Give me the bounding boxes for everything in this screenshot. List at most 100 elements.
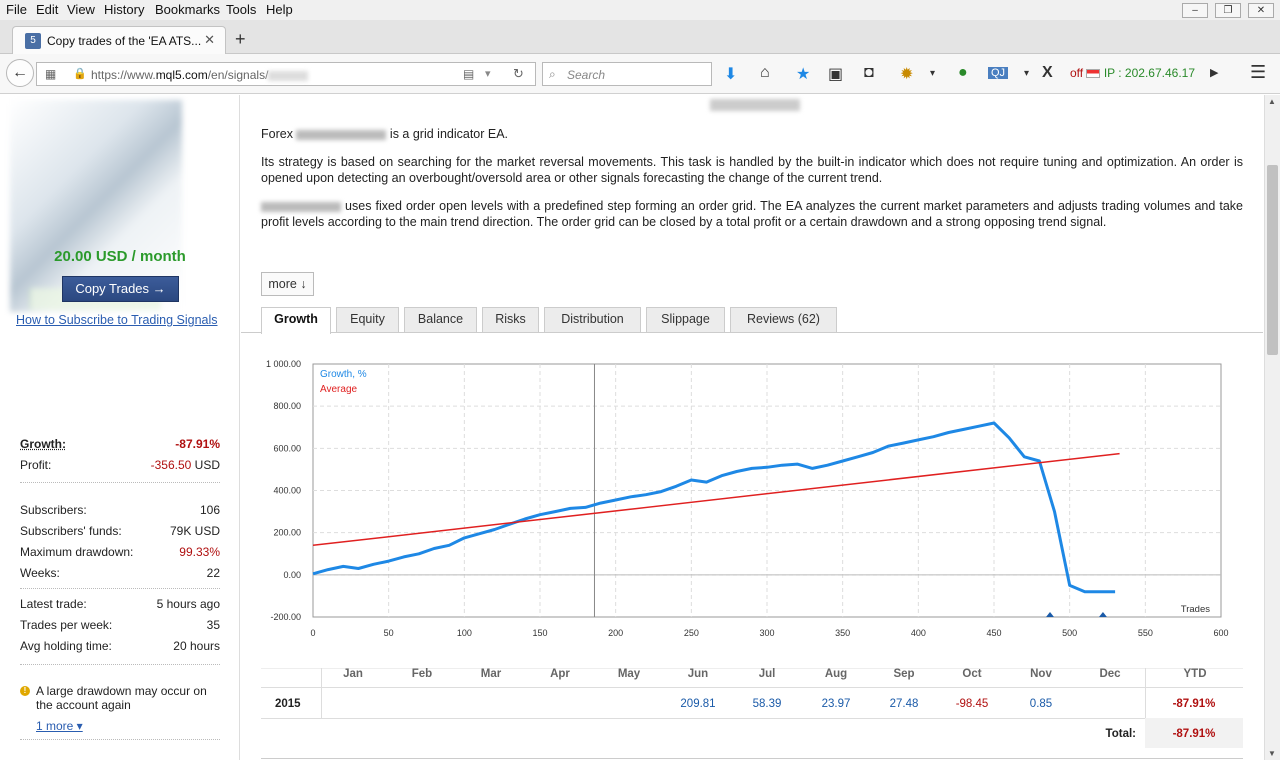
description-paragraph-2: Its strategy is based on searching for t… xyxy=(261,155,1243,185)
close-tab-icon[interactable]: ✕ xyxy=(204,32,215,47)
menu-edit[interactable]: Edit xyxy=(36,2,59,17)
latest-trade-label: Latest trade: xyxy=(20,597,87,611)
subscription-price: 20.00 USD / month xyxy=(54,248,186,265)
profit-label: Profit: xyxy=(20,458,52,472)
menu-help[interactable]: Help xyxy=(266,2,293,17)
search-input[interactable]: ⌕ Search xyxy=(542,62,712,86)
copy-trades-button[interactable]: Copy Trades → xyxy=(62,276,179,302)
addon-qj-dropdown-icon[interactable]: ▾ xyxy=(1024,68,1030,79)
tab-slippage[interactable]: Slippage xyxy=(646,307,725,332)
home-icon[interactable]: ⌂ xyxy=(760,64,770,81)
x-tick-label: 500 xyxy=(1062,628,1077,638)
addon-gear-icon[interactable]: ✹ xyxy=(900,66,914,83)
menu-tools[interactable]: Tools xyxy=(226,2,257,17)
search-icon: ⌕ xyxy=(549,67,556,81)
tab-growth[interactable]: Growth xyxy=(261,307,331,334)
month-header: Oct xyxy=(962,668,982,680)
more-warnings-link[interactable]: 1 more ▾ xyxy=(36,719,83,733)
x-tick-label: 50 xyxy=(384,628,394,638)
x-axis-label: Trades xyxy=(1181,604,1210,615)
addon-dropdown-icon[interactable]: ▾ xyxy=(930,68,936,79)
search-placeholder: Search xyxy=(567,68,606,82)
scroll-down-icon[interactable]: ▼ xyxy=(1268,749,1276,758)
bookmark-star-icon[interactable]: ★ xyxy=(796,66,811,83)
month-header: Aug xyxy=(824,668,848,680)
ea-name-redacted xyxy=(296,129,387,140)
description-paragraph-3: uses fixed order open levels with a pred… xyxy=(261,198,1243,230)
how-to-subscribe-link[interactable]: How to Subscribe to Trading Signals xyxy=(16,313,218,327)
growth-value: -87.91% xyxy=(175,437,220,451)
history-grid-icon[interactable]: ▦ xyxy=(45,67,57,81)
drawdown-warning: A large drawdown may occur on the accoun… xyxy=(36,684,207,712)
total-label: Total: xyxy=(1105,728,1136,740)
pocket-icon[interactable]: ◘ xyxy=(864,64,874,81)
youtube-addon-icon[interactable]: ▶ xyxy=(1210,67,1219,79)
url-text[interactable]: https://www.mql5.com/en/signals/ xyxy=(91,68,309,82)
growth-chart[interactable]: 0 50 100 150 200 250 300 350 400 450 500 550 600 1 00… xyxy=(258,356,1238,640)
lock-icon[interactable]: 🔒 xyxy=(73,68,87,80)
reading-list-icon[interactable]: ▣ xyxy=(828,66,844,83)
ea-name-redacted xyxy=(261,201,341,212)
month-header: Dec xyxy=(1099,668,1121,680)
tab-risks[interactable]: Risks xyxy=(482,307,539,332)
tab-balance[interactable]: Balance xyxy=(404,307,477,332)
tab-equity[interactable]: Equity xyxy=(336,307,399,332)
browser-tab[interactable]: 5 Copy trades of the 'EA ATS... ✕ xyxy=(12,26,226,54)
reload-icon[interactable]: ↻ xyxy=(513,66,524,81)
back-icon[interactable]: ← xyxy=(6,59,34,87)
weeks-value: 22 xyxy=(206,566,220,580)
deal-marker xyxy=(1045,612,1054,617)
divider xyxy=(20,482,220,483)
more-button[interactable]: more ↓ xyxy=(261,272,314,296)
y-tick-label: 0.00 xyxy=(283,570,301,580)
drawdown-stat: Maximum drawdown: 99.33% xyxy=(20,545,220,561)
addon-x-icon[interactable]: X xyxy=(1042,64,1053,81)
tab-distribution[interactable]: Distribution xyxy=(544,307,641,332)
chart-tabs xyxy=(241,306,1263,333)
url-domain: mql5.com xyxy=(155,68,208,82)
holding-time-stat: Avg holding time: 20 hours xyxy=(20,639,220,655)
menu-bookmarks[interactable]: Bookmarks xyxy=(155,2,221,17)
menu-view[interactable]: View xyxy=(67,2,95,17)
y-tick-label: -200.00 xyxy=(270,612,301,622)
y-tick-label: 600.00 xyxy=(273,443,301,453)
minimize-icon[interactable]: – xyxy=(1182,3,1208,18)
reader-view-icon[interactable]: ▤ xyxy=(463,67,475,81)
flag-icon xyxy=(1086,69,1101,79)
hamburger-menu-icon[interactable]: ☰ xyxy=(1250,62,1267,82)
funds-value: 79K USD xyxy=(169,524,220,538)
close-window-icon[interactable]: ✕ xyxy=(1248,3,1274,18)
profit-value: -356.50 xyxy=(150,458,192,472)
latest-trade-value: 5 hours ago xyxy=(156,597,220,611)
p1-prefix: Forex xyxy=(261,127,293,141)
menu-history[interactable]: History xyxy=(104,2,145,17)
month-header: Feb xyxy=(411,668,433,680)
addon-green-icon[interactable]: ● xyxy=(958,64,968,81)
ip-label: IP : 202.67.46.17 xyxy=(1103,66,1196,80)
ytd-header: YTD xyxy=(1183,668,1207,680)
tab-title: Copy trades of the 'EA ATS... xyxy=(47,34,202,48)
p1-suffix: is a grid indicator EA. xyxy=(389,127,509,141)
x-tick-label: 450 xyxy=(986,628,1001,638)
trades-per-week-value: 35 xyxy=(206,618,220,632)
description-paragraph-1: Forex is a grid indicator EA. xyxy=(261,126,1243,142)
menu-file[interactable]: File xyxy=(6,2,27,17)
growth-label[interactable]: Growth: xyxy=(20,437,66,451)
table-header-row xyxy=(261,668,1243,688)
restore-icon[interactable]: ❐ xyxy=(1215,3,1241,18)
url-path: /en/signals/ xyxy=(207,68,269,82)
y-tick-label: 1 000.00 xyxy=(266,359,301,369)
addon-qj-icon[interactable]: QJ xyxy=(988,67,1009,79)
download-icon[interactable]: ⬇ xyxy=(724,66,738,83)
scroll-up-icon[interactable]: ▲ xyxy=(1268,97,1276,106)
new-tab-icon[interactable]: + xyxy=(235,29,246,49)
proxy-ip-indicator[interactable]: off IP : 202.67.46.17 xyxy=(1070,66,1195,80)
tab-reviews[interactable]: Reviews (62) xyxy=(730,307,837,332)
scrollbar-thumb[interactable] xyxy=(1267,165,1278,355)
url-bar[interactable]: ▦ 🔒 https://www.mql5.com/en/signals/ ▤ ▾… xyxy=(36,62,536,86)
profit-stat: Profit: -356.50 USD xyxy=(20,458,220,474)
dropdown-icon[interactable]: ▾ xyxy=(485,68,491,80)
month-header: Sep xyxy=(893,668,915,680)
page-scrollbar[interactable]: ▲ ▼ xyxy=(1264,95,1280,760)
year-label: 2015 xyxy=(275,698,301,710)
